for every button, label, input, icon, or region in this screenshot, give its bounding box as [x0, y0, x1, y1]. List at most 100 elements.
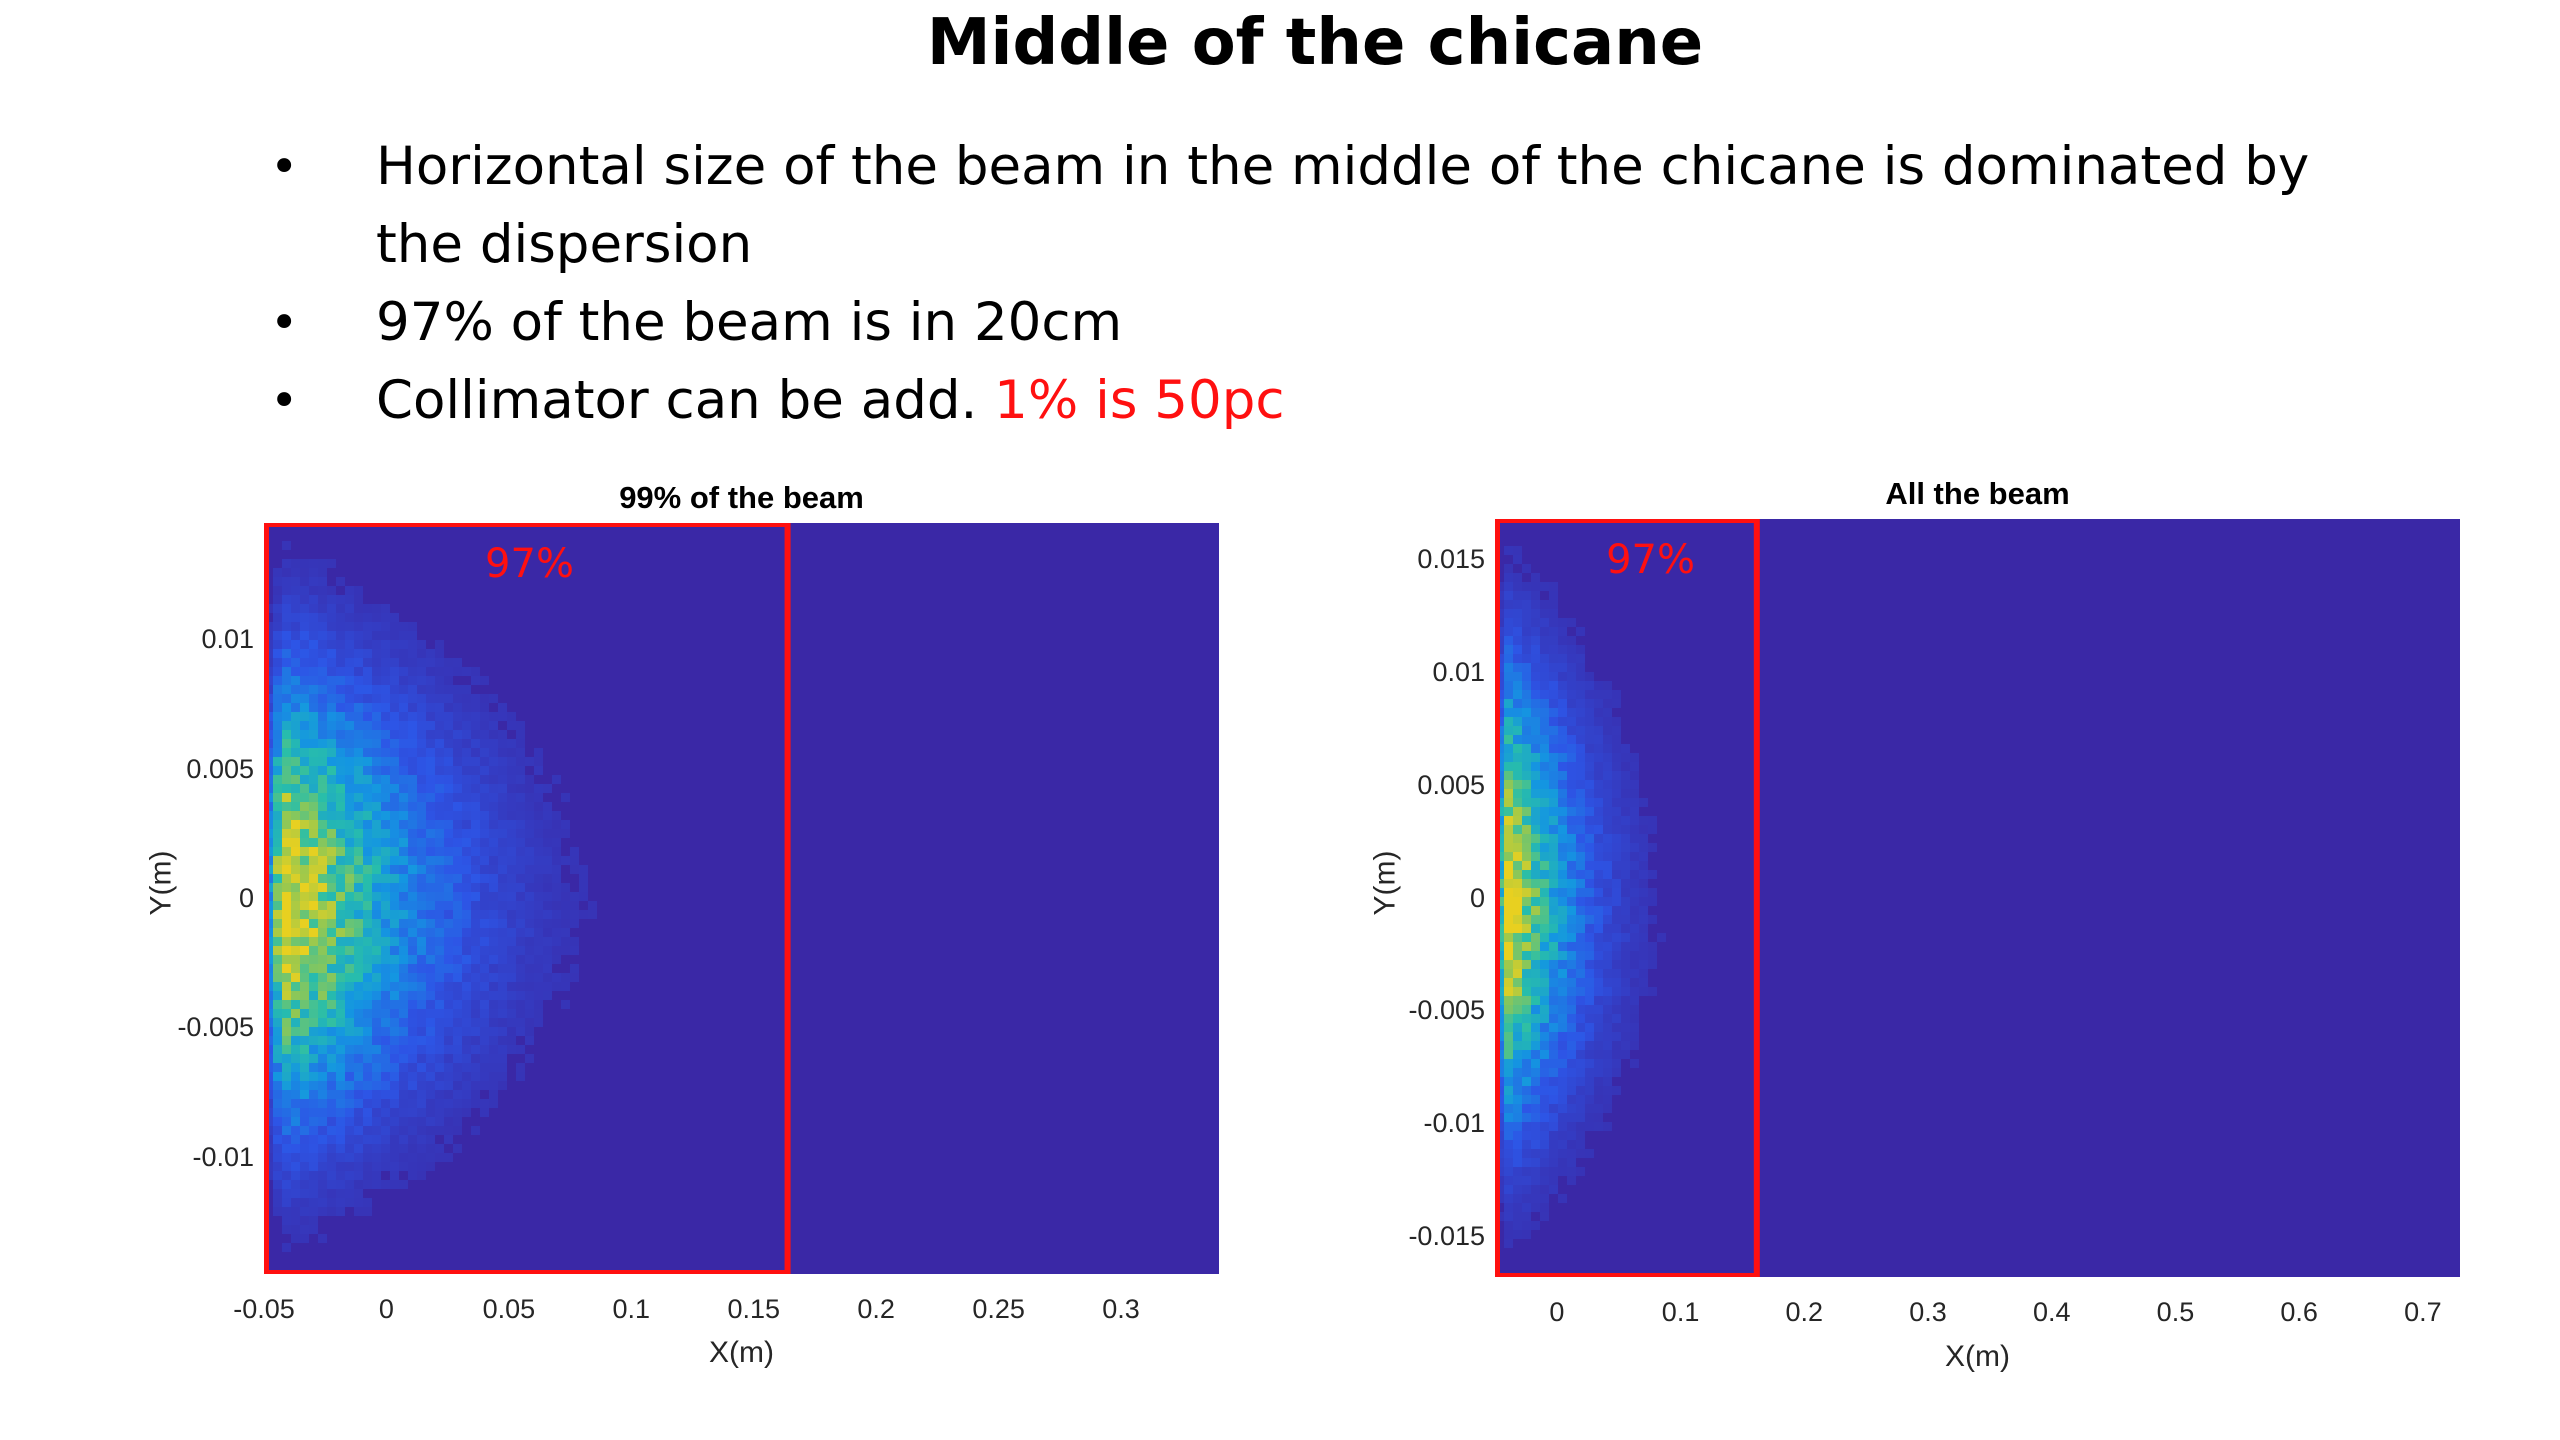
heatmap-cell — [363, 1072, 372, 1081]
heatmap-cell — [444, 739, 453, 748]
heatmap-cell — [1522, 681, 1531, 690]
heatmap-cell — [1621, 798, 1630, 807]
heatmap-cell — [1567, 708, 1576, 717]
x-tick-label: 0.5 — [2156, 1297, 2195, 1327]
heatmap-cell — [480, 784, 489, 793]
heatmap-cell — [408, 1009, 417, 1018]
heatmap-cell — [1558, 717, 1567, 726]
heatmap-cell — [327, 1018, 336, 1027]
heatmap-cell — [1630, 987, 1639, 996]
heatmap-cell — [345, 1117, 354, 1126]
heatmap-cell — [1558, 744, 1567, 753]
heatmap-cell — [336, 721, 345, 730]
heatmap-cell — [363, 793, 372, 802]
heatmap-cell — [426, 883, 435, 892]
heatmap-cell — [327, 811, 336, 820]
heatmap-cell — [300, 802, 309, 811]
heatmap-cell — [1531, 780, 1540, 789]
heatmap-cell — [489, 865, 498, 874]
heatmap-cell — [417, 1162, 426, 1171]
heatmap-cell — [480, 1036, 489, 1045]
heatmap-cell — [444, 1099, 453, 1108]
heatmap-cell — [489, 838, 498, 847]
heatmap-cell — [1522, 1158, 1531, 1167]
heatmap-cell — [1513, 717, 1522, 726]
heatmap-cell — [1531, 726, 1540, 735]
heatmap-cell — [1567, 816, 1576, 825]
heatmap-cell — [453, 694, 462, 703]
heatmap-cell — [462, 973, 471, 982]
heatmap-cell — [498, 1045, 507, 1054]
heatmap-cell — [354, 1099, 363, 1108]
heatmap-cell — [363, 1018, 372, 1027]
heatmap-cell — [291, 1162, 300, 1171]
heatmap-cell — [1513, 1230, 1522, 1239]
heatmap-cell — [390, 1180, 399, 1189]
heatmap-cell — [1513, 1122, 1522, 1131]
heatmap-cell — [273, 820, 282, 829]
heatmap-cell — [300, 748, 309, 757]
heatmap-cell — [1558, 1005, 1567, 1014]
heatmap-cell — [453, 847, 462, 856]
heatmap-cell — [291, 856, 300, 865]
heatmap-cell — [318, 577, 327, 586]
heatmap-cell — [363, 721, 372, 730]
heatmap-cell — [1522, 816, 1531, 825]
heatmap-cell — [516, 964, 525, 973]
heatmap-cell — [1504, 852, 1513, 861]
heatmap-cell — [507, 802, 516, 811]
heatmap-cell — [1630, 951, 1639, 960]
heatmap-cell — [399, 1162, 408, 1171]
heatmap-cell — [1585, 969, 1594, 978]
heatmap-cell — [273, 703, 282, 712]
heatmap-cell — [516, 829, 525, 838]
heatmap-cell — [291, 595, 300, 604]
heatmap-cell — [1504, 1032, 1513, 1041]
heatmap-cell — [1522, 564, 1531, 573]
heatmap-cell — [417, 748, 426, 757]
heatmap-cell — [327, 1054, 336, 1063]
heatmap-cell — [1594, 960, 1603, 969]
heatmap-cell — [309, 892, 318, 901]
heatmap-cell — [579, 892, 588, 901]
heatmap-cell — [372, 901, 381, 910]
heatmap-cell — [471, 856, 480, 865]
heatmap-cell — [318, 631, 327, 640]
heatmap-cell — [282, 883, 291, 892]
heatmap-cell — [282, 964, 291, 973]
y-tick-label: 0.005 — [186, 753, 254, 784]
heatmap-cell — [1603, 1059, 1612, 1068]
heatmap-cell — [408, 676, 417, 685]
heatmap-cell — [408, 622, 417, 631]
heatmap-cell — [399, 892, 408, 901]
heatmap-cell — [1531, 636, 1540, 645]
heatmap-cell — [345, 766, 354, 775]
heatmap-cell — [291, 667, 300, 676]
heatmap-cell — [318, 1162, 327, 1171]
heatmap-cell — [372, 1135, 381, 1144]
heatmap-cell — [399, 784, 408, 793]
heatmap-cell — [345, 847, 354, 856]
heatmap-cell — [426, 856, 435, 865]
heatmap-cell — [291, 928, 300, 937]
heatmap-cell — [1531, 582, 1540, 591]
heatmap-cell — [444, 703, 453, 712]
heatmap-cell — [444, 811, 453, 820]
heatmap-cell — [1504, 924, 1513, 933]
heatmap-cell — [1558, 1023, 1567, 1032]
heatmap-cell — [1522, 1086, 1531, 1095]
heatmap-cell — [1558, 690, 1567, 699]
heatmap-cell — [1531, 1014, 1540, 1023]
heatmap-cell — [408, 703, 417, 712]
heatmap-cell — [1504, 1131, 1513, 1140]
heatmap-cell — [1576, 789, 1585, 798]
heatmap-cell — [336, 955, 345, 964]
heatmap-cell — [318, 1090, 327, 1099]
heatmap-cell — [444, 1117, 453, 1126]
heatmap-cell — [1531, 915, 1540, 924]
heatmap-cell — [1504, 834, 1513, 843]
heatmap-cell — [1567, 654, 1576, 663]
heatmap-cell — [1540, 879, 1549, 888]
heatmap-cell — [516, 874, 525, 883]
heatmap-cell — [1639, 888, 1648, 897]
